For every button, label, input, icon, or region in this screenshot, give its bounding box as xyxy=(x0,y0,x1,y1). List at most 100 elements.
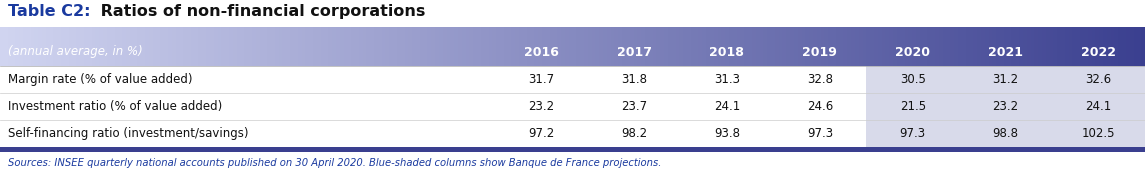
Bar xyxy=(157,38,161,66)
Bar xyxy=(69,27,73,38)
Bar xyxy=(676,27,680,38)
Bar xyxy=(512,38,516,66)
Bar xyxy=(1084,27,1089,38)
Bar xyxy=(584,27,589,38)
Bar xyxy=(878,38,883,66)
Bar xyxy=(790,27,795,38)
Text: 2018: 2018 xyxy=(710,46,744,59)
Bar xyxy=(393,38,398,66)
Bar xyxy=(26,27,32,38)
Bar xyxy=(424,38,428,66)
Bar xyxy=(123,27,127,38)
Bar xyxy=(1027,27,1032,38)
Bar xyxy=(1122,27,1127,38)
Bar xyxy=(38,38,44,66)
Text: 23.2: 23.2 xyxy=(993,100,1019,113)
Bar xyxy=(779,38,783,66)
Bar xyxy=(195,38,199,66)
Bar xyxy=(855,38,860,66)
Bar xyxy=(581,38,585,66)
Bar xyxy=(1088,27,1092,38)
Bar xyxy=(237,27,242,38)
Bar xyxy=(26,38,32,66)
Bar xyxy=(1122,38,1127,66)
Bar xyxy=(1057,27,1063,38)
Bar xyxy=(149,27,153,38)
Bar xyxy=(839,27,845,38)
Bar xyxy=(366,27,371,38)
Bar xyxy=(576,38,582,66)
Bar xyxy=(366,38,371,66)
Bar xyxy=(145,27,150,38)
Text: 31.3: 31.3 xyxy=(714,73,740,86)
Bar xyxy=(1076,27,1081,38)
Bar xyxy=(504,27,508,38)
Bar xyxy=(672,38,677,66)
Text: 2022: 2022 xyxy=(1081,46,1116,59)
Bar xyxy=(805,38,811,66)
Bar xyxy=(84,27,89,38)
Bar xyxy=(332,38,337,66)
Bar xyxy=(294,38,299,66)
Bar xyxy=(172,27,176,38)
Bar xyxy=(260,38,264,66)
Bar xyxy=(1099,27,1104,38)
Bar xyxy=(515,27,520,38)
Bar xyxy=(661,27,665,38)
Bar xyxy=(489,38,493,66)
Bar xyxy=(210,38,215,66)
Bar xyxy=(397,38,402,66)
Text: 2016: 2016 xyxy=(523,46,559,59)
Bar xyxy=(397,27,402,38)
Bar xyxy=(180,38,184,66)
Bar xyxy=(1084,38,1089,66)
Bar xyxy=(420,38,425,66)
Bar xyxy=(698,27,703,38)
Bar xyxy=(358,27,364,38)
Bar xyxy=(844,38,848,66)
Bar xyxy=(810,38,814,66)
Bar xyxy=(218,27,222,38)
Bar xyxy=(473,27,479,38)
Bar xyxy=(764,27,768,38)
Bar xyxy=(134,38,139,66)
Bar xyxy=(477,27,482,38)
Bar xyxy=(607,27,611,38)
Bar xyxy=(1053,38,1058,66)
Bar xyxy=(736,38,742,66)
Bar xyxy=(1068,38,1074,66)
Bar xyxy=(466,27,471,38)
Bar xyxy=(80,38,85,66)
Bar xyxy=(301,38,307,66)
Bar xyxy=(706,38,711,66)
Bar xyxy=(970,38,974,66)
Bar xyxy=(690,38,696,66)
Bar xyxy=(1000,38,1005,66)
Bar xyxy=(19,27,24,38)
Bar xyxy=(8,27,13,38)
Bar xyxy=(851,27,856,38)
Bar xyxy=(0,38,5,66)
Bar xyxy=(1011,38,1017,66)
Bar xyxy=(461,27,467,38)
Bar xyxy=(1114,27,1120,38)
Bar xyxy=(939,38,943,66)
Bar xyxy=(72,27,78,38)
Bar xyxy=(1111,38,1115,66)
Bar xyxy=(935,27,940,38)
Bar xyxy=(821,38,826,66)
Bar xyxy=(668,27,673,38)
Bar xyxy=(248,27,253,38)
Bar xyxy=(271,27,276,38)
Bar xyxy=(164,27,169,38)
Bar xyxy=(129,27,135,38)
Bar xyxy=(401,27,405,38)
Bar xyxy=(771,38,776,66)
Bar xyxy=(867,93,1145,120)
Bar xyxy=(1061,38,1066,66)
Bar xyxy=(1039,27,1043,38)
Bar xyxy=(878,27,883,38)
Text: 98.2: 98.2 xyxy=(621,127,647,140)
Bar xyxy=(638,27,642,38)
Text: 31.2: 31.2 xyxy=(993,73,1019,86)
